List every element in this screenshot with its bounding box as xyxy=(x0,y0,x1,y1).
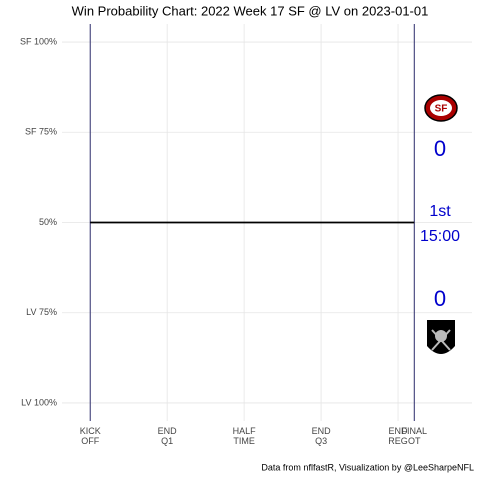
y-tick-label: LV 100% xyxy=(21,397,57,407)
y-tick-label: LV 75% xyxy=(26,307,57,317)
x-tick-label: KICK OFF xyxy=(80,426,101,446)
x-tick-label: FINAL OT xyxy=(402,426,428,446)
svg-text:SF: SF xyxy=(435,104,448,115)
period: 1st xyxy=(429,203,451,220)
clock: 15:00 xyxy=(420,228,460,245)
y-tick-label: SF 75% xyxy=(25,127,57,137)
lv-logo xyxy=(427,320,455,354)
x-tick-label: HALF TIME xyxy=(233,426,257,446)
x-tick-label: END REG xyxy=(388,426,408,446)
sf-logo: SF xyxy=(424,94,458,122)
sf-score: 0 xyxy=(434,136,446,161)
lv-score: 0 xyxy=(434,286,446,311)
x-tick-label: END Q3 xyxy=(312,426,332,446)
caption: Data from nflfastR, Visualization by @Le… xyxy=(261,462,474,472)
chart-title: Win Probability Chart: 2022 Week 17 SF @… xyxy=(72,3,429,18)
x-tick-label: END Q1 xyxy=(158,426,178,446)
y-tick-label: SF 100% xyxy=(20,36,57,46)
y-tick-label: 50% xyxy=(39,217,57,227)
